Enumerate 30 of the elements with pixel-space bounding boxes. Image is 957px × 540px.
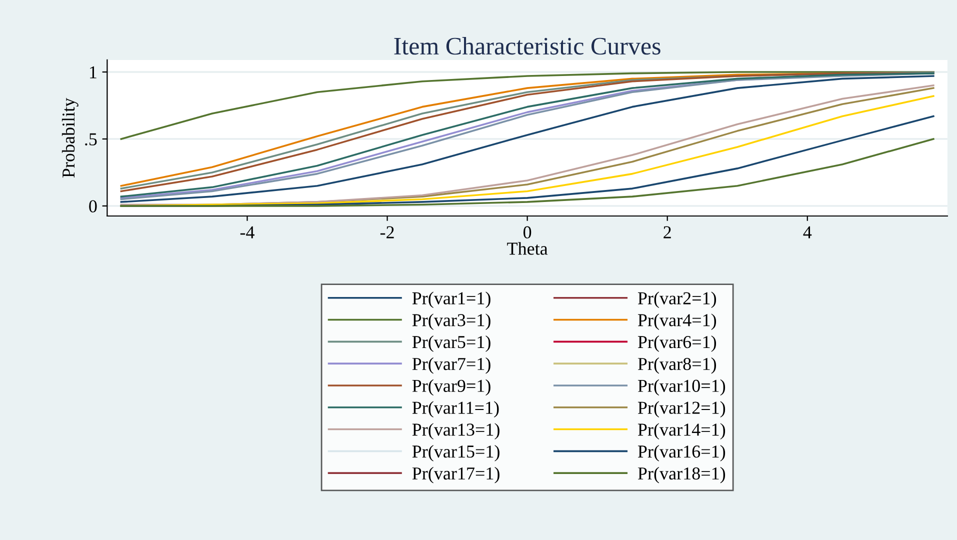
legend-label: Pr(var7=1)	[412, 357, 490, 374]
legend-label: Pr(var16=1)	[638, 444, 726, 462]
legend-label: Pr(var5=1)	[412, 335, 490, 352]
legend-label: Pr(var8=1)	[638, 357, 716, 374]
y-tick-label: 1	[90, 66, 96, 78]
legend-label: Pr(var3=1)	[412, 314, 490, 330]
legend-label: Pr(var2=1)	[638, 292, 716, 308]
y-tick-label: 0	[89, 200, 97, 212]
chart-title: Item Characteristic Curves	[394, 37, 660, 55]
x-tick-label: 4	[803, 226, 812, 238]
x-tick-label: 2	[664, 226, 671, 238]
y-axis-title: Probability	[62, 98, 78, 178]
y-tick-label: .5	[85, 133, 97, 146]
legend-label: Pr(var15=1)	[412, 444, 500, 462]
legend-label: Pr(var18=1)	[638, 466, 726, 484]
legend-label: Pr(var1=1)	[412, 292, 490, 308]
legend-label: Pr(var13=1)	[412, 423, 500, 440]
legend-label: Pr(var6=1)	[638, 335, 716, 352]
legend-label: Pr(var11=1)	[412, 401, 499, 418]
x-tick-label: -4	[240, 226, 254, 238]
x-tick-label: -2	[380, 226, 394, 238]
legend-label: Pr(var17=1)	[412, 466, 500, 484]
legend-label: Pr(var10=1)	[638, 379, 726, 396]
legend-label: Pr(var4=1)	[638, 314, 716, 330]
x-axis-title: Theta	[507, 242, 548, 255]
line-series	[120, 138, 934, 207]
legend-label: Pr(var9=1)	[412, 379, 490, 396]
x-tick-label: 0	[523, 226, 532, 238]
legend-label: Pr(var12=1)	[638, 401, 726, 418]
legend-label: Pr(var14=1)	[638, 423, 726, 440]
